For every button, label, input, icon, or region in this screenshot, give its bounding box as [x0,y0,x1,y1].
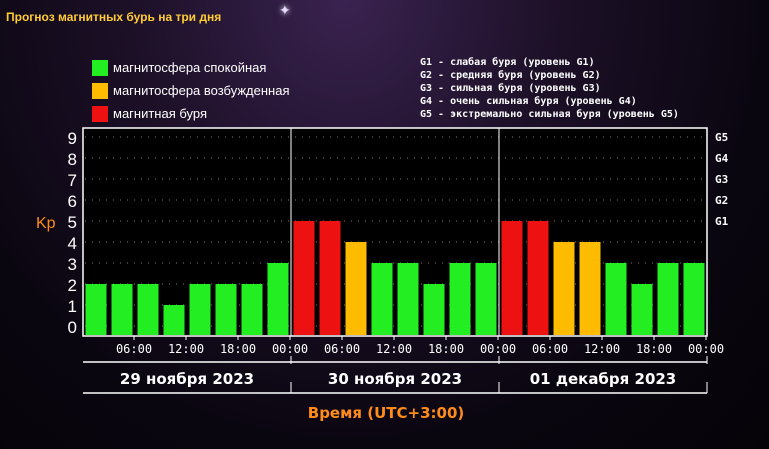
g-level-4: G4 - очень сильная буря (уровень G4) [420,96,637,107]
kp-bar [657,263,679,335]
y-tick-label: 4 [68,234,77,253]
time-tick-label: 06:00 [324,342,360,356]
kp-bar [605,263,627,335]
y-tick-label: 0 [68,318,77,337]
star-icon: ✦ [279,2,291,18]
g-tick-label: G3 [715,173,728,186]
kp-bar [163,305,185,335]
legend-swatch-active [92,82,108,99]
time-tick-label: 06:00 [532,342,568,356]
g-scale-legend: G1 - слабая буря (уровень G1) G2 - средн… [420,56,679,121]
g-tick-label: G4 [715,152,729,165]
y-tick-label: 6 [68,192,77,211]
kp-bar [449,263,471,335]
kp-bar [475,263,497,335]
y-axis-label: Kp [36,215,56,232]
kp-bar [527,221,549,335]
kp-bar [345,242,367,335]
kp-bar [137,284,159,335]
kp-bar [579,242,601,335]
y-tick-label: 9 [68,129,77,148]
day-label: 29 ноября 2023 [120,370,254,388]
kp-bar [683,263,705,335]
kp-bar [293,221,315,335]
g-level-5: G5 - экстремально сильная буря (уровень … [420,109,679,120]
legend-item-quiet: магнитосфера спокойная [92,56,290,79]
page-title: Прогноз магнитных бурь на три дня [6,10,222,24]
time-tick-label: 00:00 [272,342,308,356]
g-level-3: G3 - сильная буря (уровень G3) [420,83,601,94]
legend-swatch-quiet [92,59,108,76]
legend-label-storm: магнитная буря [113,106,208,121]
time-tick-label: 18:00 [636,342,672,356]
x-axis-label: Время (UTC+3:00) [308,404,464,422]
kp-bar [319,221,341,335]
legend-swatch-storm [92,105,108,122]
kp-bar [215,284,237,335]
time-tick-label: 18:00 [220,342,256,356]
kp-bar [553,242,575,335]
kp-bar [241,284,263,335]
time-tick-label: 12:00 [584,342,620,356]
g-tick-label: G2 [715,194,728,207]
y-tick-label: 3 [68,255,77,274]
g-level-2: G2 - средняя буря (уровень G2) [420,70,601,81]
kp-bar [267,263,289,335]
g-level-1: G1 - слабая буря (уровень G1) [420,57,595,68]
day-label: 01 декабря 2023 [530,370,677,388]
legend-label-active: магнитосфера возбужденная [113,83,290,98]
g-tick-label: G5 [715,131,728,144]
kp-bar [631,284,653,335]
kp-bar [111,284,133,335]
time-tick-label: 12:00 [376,342,412,356]
g-tick-label: G1 [715,215,729,228]
time-tick-label: 12:00 [168,342,204,356]
y-tick-label: 2 [68,276,77,295]
y-tick-label: 7 [68,171,77,190]
legend-label-quiet: магнитосфера спокойная [113,60,267,75]
y-tick-label: 5 [68,213,77,232]
y-tick-label: 8 [68,150,77,169]
time-tick-label: 06:00 [116,342,152,356]
kp-bar [371,263,393,335]
kp-bar [189,284,211,335]
kp-bar [397,263,419,335]
kp-bar [85,284,107,335]
plot-area [83,128,707,336]
legend: магнитосфера спокойная магнитосфера возб… [92,56,290,125]
legend-item-active: магнитосфера возбужденная [92,79,290,102]
legend-item-storm: магнитная буря [92,102,290,125]
kp-bar [423,284,445,335]
time-tick-label: 00:00 [480,342,516,356]
y-tick-label: 1 [68,297,77,316]
time-tick-label: 00:00 [688,342,724,356]
time-tick-label: 18:00 [428,342,464,356]
plot-frame [82,127,708,337]
day-label: 30 ноября 2023 [328,370,462,388]
kp-bar [501,221,523,335]
